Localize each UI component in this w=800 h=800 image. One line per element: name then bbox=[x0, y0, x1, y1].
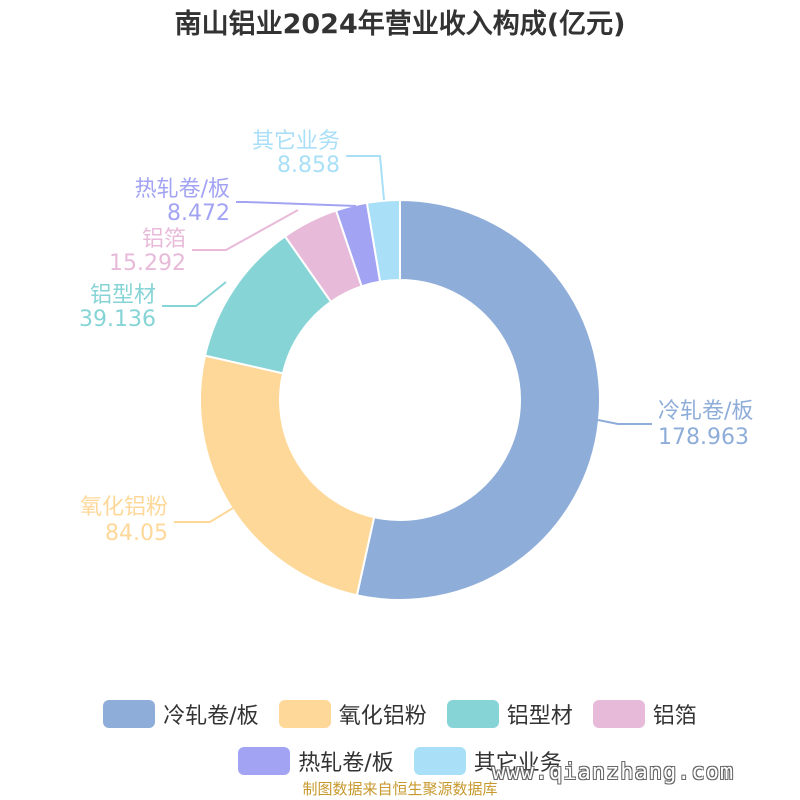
legend-item-3[interactable]: 铝箔 bbox=[592, 698, 697, 730]
legend: 冷轧卷/板 氧化铝粉 铝型材 铝箔 热轧卷/板 其它业务 bbox=[0, 690, 800, 784]
legend-item-4[interactable]: 热轧卷/板 bbox=[238, 745, 394, 777]
legend-swatch-3 bbox=[592, 699, 645, 728]
legend-swatch-0 bbox=[103, 699, 156, 728]
leader-line-5 bbox=[346, 155, 385, 201]
source-note: 制图数据来自恒生聚源数据库 bbox=[302, 780, 498, 798]
slice-value-label-0: 178.963 bbox=[658, 425, 749, 450]
slice-value-label-5: 8.858 bbox=[277, 153, 340, 178]
pie-slice-1 bbox=[199, 354, 376, 597]
slice-category-label-5: 其它业务 bbox=[252, 129, 340, 154]
slice-category-label-1: 氧化铝粉 bbox=[80, 495, 168, 520]
legend-swatch-2 bbox=[446, 699, 499, 728]
leader-line-1 bbox=[174, 504, 239, 523]
legend-item-1[interactable]: 氧化铝粉 bbox=[278, 698, 427, 730]
slice-category-label-4: 热轧卷/板 bbox=[135, 177, 230, 202]
legend-label-0: 冷轧卷/板 bbox=[163, 703, 259, 729]
legend-item-0[interactable]: 冷轧卷/板 bbox=[103, 698, 259, 730]
legend-swatch-5 bbox=[413, 746, 466, 775]
slice-value-label-4: 8.472 bbox=[167, 201, 230, 226]
slice-value-label-1: 84.05 bbox=[105, 521, 168, 546]
leader-line-2 bbox=[162, 281, 227, 307]
leader-line-3 bbox=[192, 209, 299, 251]
slice-value-label-2: 39.136 bbox=[79, 307, 156, 332]
legend-label-2: 铝型材 bbox=[506, 703, 573, 729]
chart-title: 南山铝业2024年营业收入构成(亿元) bbox=[174, 9, 626, 40]
slice-category-label-3: 铝箔 bbox=[142, 227, 186, 252]
slice-category-label-0: 冷轧卷/板 bbox=[658, 399, 753, 424]
leader-line-4 bbox=[236, 201, 357, 207]
legend-label-1: 氧化铝粉 bbox=[338, 703, 427, 729]
legend-label-5: 其它业务 bbox=[473, 750, 562, 776]
watermark: www.qianzhang.com bbox=[492, 760, 735, 785]
legend-label-3: 铝箔 bbox=[652, 703, 697, 729]
legend-row: 冷轧卷/板 氧化铝粉 铝型材 铝箔 bbox=[0, 690, 800, 737]
slice-value-label-3: 15.292 bbox=[109, 251, 186, 276]
pie-slice-0 bbox=[355, 198, 601, 601]
legend-label-4: 热轧卷/板 bbox=[298, 750, 394, 776]
legend-swatch-4 bbox=[238, 746, 291, 775]
leader-line-0 bbox=[597, 419, 652, 425]
pie-slice-5 bbox=[365, 198, 401, 283]
legend-swatch-1 bbox=[278, 699, 331, 728]
legend-item-5[interactable]: 其它业务 bbox=[413, 745, 562, 777]
legend-row: 热轧卷/板 其它业务 bbox=[0, 737, 800, 784]
slice-category-label-2: 铝型材 bbox=[90, 283, 156, 308]
legend-item-2[interactable]: 铝型材 bbox=[446, 698, 573, 730]
